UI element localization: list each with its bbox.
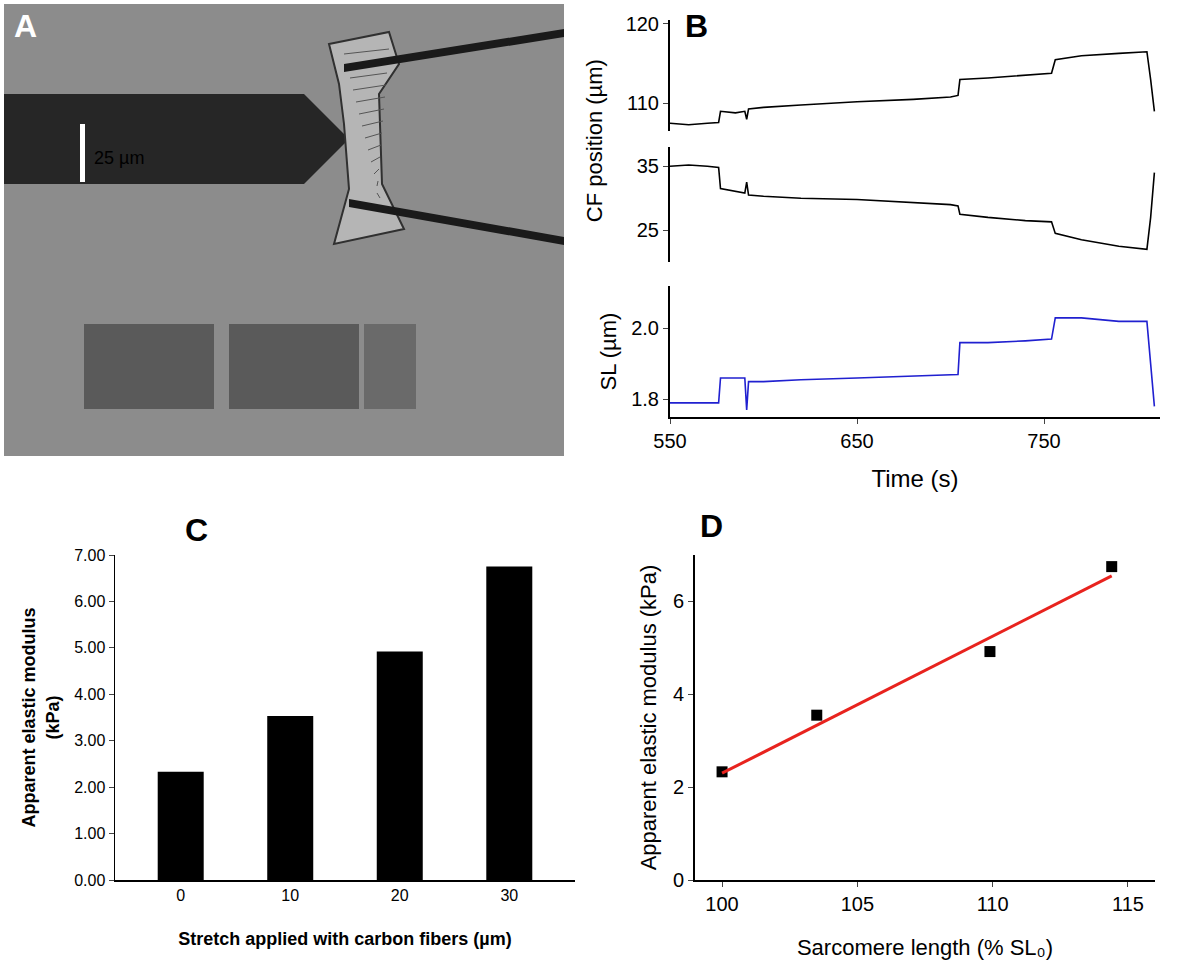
svg-text:10: 10 [281, 887, 299, 904]
svg-text:Apparent elastic modulus (kPa): Apparent elastic modulus (kPa) [636, 565, 661, 871]
svg-text:6: 6 [673, 590, 684, 612]
html-text:D: D [700, 508, 724, 544]
svg-text:25: 25 [637, 219, 659, 241]
svg-text:6.00: 6.00 [74, 593, 105, 610]
svg-text:20: 20 [391, 887, 409, 904]
svg-text:2.00: 2.00 [74, 779, 105, 796]
html-text:B: B [685, 8, 709, 44]
svg-text:2.0: 2.0 [631, 317, 659, 339]
svg-text:25 µm: 25 µm [94, 148, 144, 168]
svg-text:5.00: 5.00 [74, 639, 105, 656]
svg-text:100: 100 [705, 893, 738, 915]
html-text:A: A [14, 8, 38, 44]
svg-text:550: 550 [653, 430, 686, 452]
svg-text:110: 110 [977, 893, 1009, 915]
svg-text:115: 115 [1112, 893, 1144, 915]
svg-text:Time (s): Time (s) [871, 465, 958, 492]
svg-text:650: 650 [840, 430, 873, 452]
svg-text:7.00: 7.00 [74, 547, 105, 564]
svg-text:0: 0 [673, 869, 684, 891]
svg-text:4: 4 [673, 683, 684, 705]
svg-text:2: 2 [673, 776, 684, 798]
svg-text:Stretch applied with carbon fi: Stretch applied with carbon fibers (µm) [178, 929, 511, 949]
svg-text:0: 0 [176, 887, 185, 904]
svg-text:Sarcomere length (% SL₀): Sarcomere length (% SL₀) [797, 935, 1053, 960]
svg-text:SL (µm): SL (µm) [596, 313, 621, 391]
svg-text:Apparent elastic modulus(kPa): Apparent elastic modulus(kPa) [19, 607, 62, 827]
svg-text:120: 120 [626, 13, 659, 35]
svg-text:750: 750 [1027, 430, 1060, 452]
svg-text:1.8: 1.8 [631, 388, 659, 410]
svg-text:CF position (µm): CF position (µm) [582, 59, 607, 222]
svg-text:1.00: 1.00 [74, 825, 105, 842]
svg-text:35: 35 [637, 155, 659, 177]
svg-text:4.00: 4.00 [74, 686, 105, 703]
html-text:C: C [185, 512, 209, 548]
svg-text:3.00: 3.00 [74, 732, 105, 749]
svg-text:30: 30 [500, 887, 518, 904]
svg-text:110: 110 [627, 92, 659, 114]
svg-text:105: 105 [841, 893, 874, 915]
svg-text:0.00: 0.00 [74, 872, 105, 889]
